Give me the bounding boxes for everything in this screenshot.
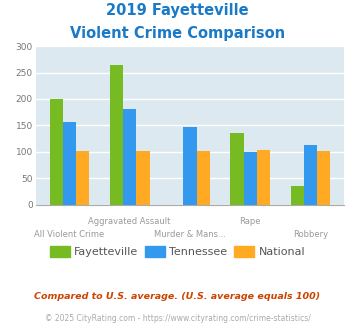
- Text: Violent Crime Comparison: Violent Crime Comparison: [70, 26, 285, 41]
- Bar: [290, 186, 304, 205]
- Text: Compared to U.S. average. (U.S. average equals 100): Compared to U.S. average. (U.S. average …: [34, 292, 321, 301]
- Text: All Violent Crime: All Violent Crime: [34, 230, 104, 239]
- Bar: [76, 151, 89, 205]
- Bar: [197, 151, 210, 205]
- Bar: [50, 99, 63, 205]
- Bar: [317, 151, 330, 205]
- Bar: [63, 122, 76, 205]
- Text: Murder & Mans...: Murder & Mans...: [154, 230, 226, 239]
- Text: © 2025 CityRating.com - https://www.cityrating.com/crime-statistics/: © 2025 CityRating.com - https://www.city…: [45, 314, 310, 323]
- Bar: [304, 146, 317, 205]
- Bar: [183, 127, 197, 205]
- Text: Aggravated Assault: Aggravated Assault: [88, 217, 171, 226]
- Text: Robbery: Robbery: [293, 230, 328, 239]
- Bar: [230, 133, 244, 205]
- Bar: [257, 150, 270, 205]
- Text: 2019 Fayetteville: 2019 Fayetteville: [106, 3, 249, 18]
- Text: Rape: Rape: [239, 217, 261, 226]
- Legend: Fayetteville, Tennessee, National: Fayetteville, Tennessee, National: [45, 242, 310, 261]
- Bar: [244, 152, 257, 205]
- Bar: [136, 151, 149, 205]
- Bar: [123, 109, 136, 205]
- Bar: [110, 65, 123, 205]
